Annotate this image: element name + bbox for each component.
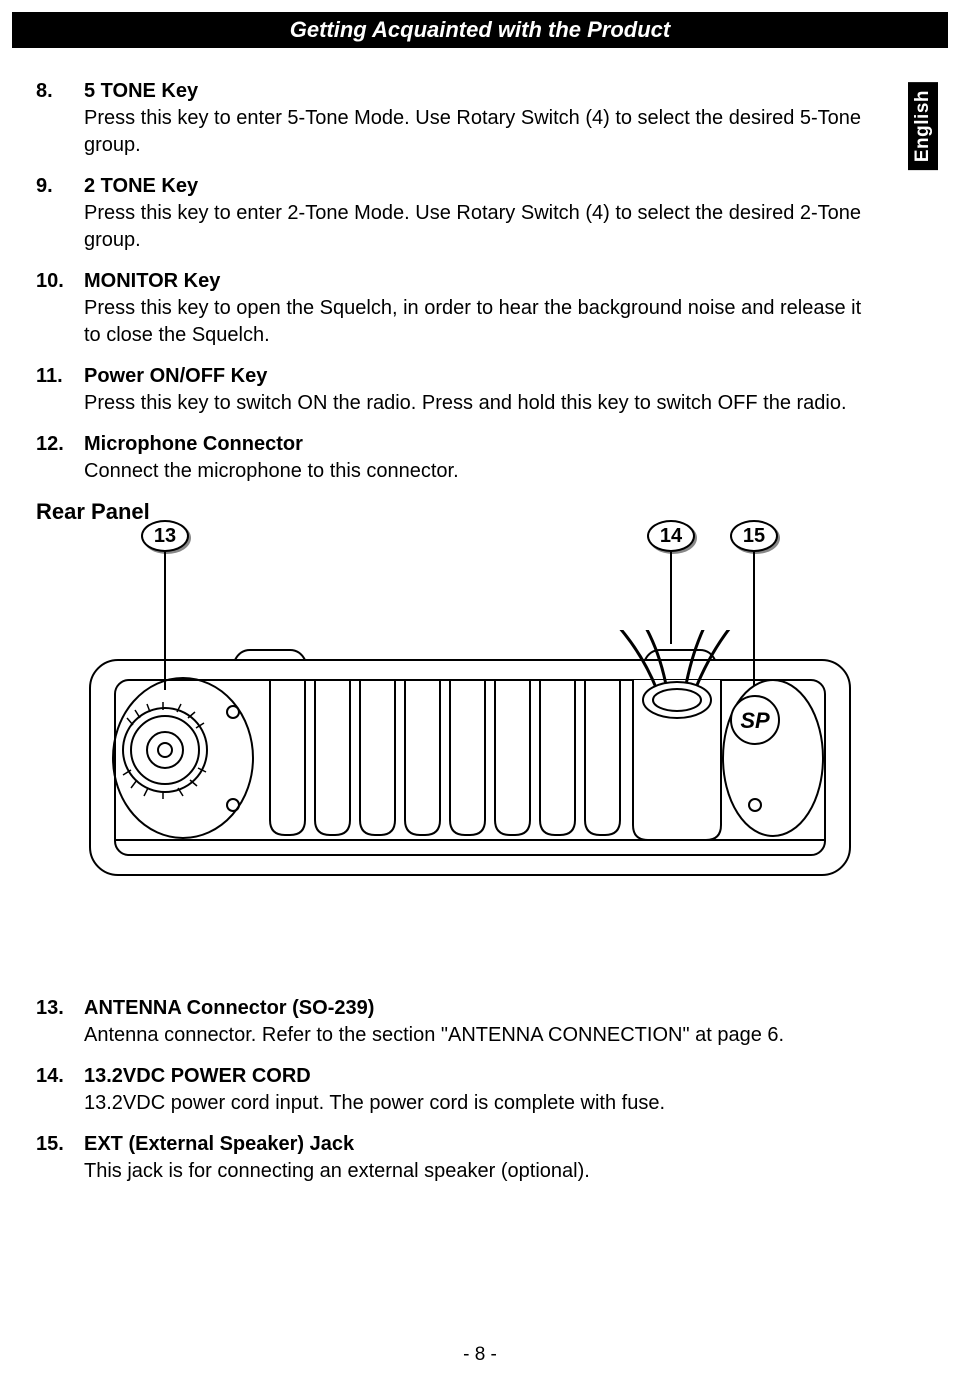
- callout-13: 13: [141, 520, 189, 552]
- item-number: 12.: [36, 431, 84, 485]
- item-body: Power ON/OFF Key Press this key to switc…: [84, 363, 847, 417]
- list-item: 15. EXT (External Speaker) Jack This jac…: [36, 1131, 924, 1185]
- lower-content: 13. ANTENNA Connector (SO-239) Antenna c…: [36, 995, 924, 1199]
- item-title: 13.2VDC POWER CORD: [84, 1063, 665, 1090]
- item-number: 13.: [36, 995, 84, 1049]
- page-number: - 8 -: [0, 1344, 960, 1366]
- callout-label: 14: [660, 525, 682, 547]
- item-body: 13.2VDC POWER CORD 13.2VDC power cord in…: [84, 1063, 665, 1117]
- item-body: EXT (External Speaker) Jack This jack is…: [84, 1131, 590, 1185]
- language-tab: English: [908, 82, 938, 170]
- item-title: Power ON/OFF Key: [84, 363, 847, 390]
- page-header: Getting Acquainted with the Product: [12, 12, 948, 48]
- item-title: MONITOR Key: [84, 268, 862, 295]
- item-number: 9.: [36, 173, 84, 254]
- item-desc: 13.2VDC power cord input. The power cord…: [84, 1090, 665, 1117]
- item-desc: Press this key to open the Squelch, in o…: [84, 295, 862, 349]
- item-desc: Connect the microphone to this connector…: [84, 458, 459, 485]
- item-body: MONITOR Key Press this key to open the S…: [84, 268, 862, 349]
- list-item: 14. 13.2VDC POWER CORD 13.2VDC power cor…: [36, 1063, 924, 1117]
- callout-14: 14: [647, 520, 695, 552]
- callout-15: 15: [730, 520, 778, 552]
- item-title: Microphone Connector: [84, 431, 459, 458]
- item-title: EXT (External Speaker) Jack: [84, 1131, 590, 1158]
- item-desc: This jack is for connecting an external …: [84, 1158, 590, 1185]
- callout-label: 13: [154, 525, 176, 547]
- list-item: 10. MONITOR Key Press this key to open t…: [36, 268, 862, 349]
- callout-label: 15: [743, 525, 765, 547]
- rear-panel-svg: SP: [85, 630, 875, 910]
- upper-content: 8. 5 TONE Key Press this key to enter 5-…: [36, 78, 862, 531]
- item-body: ANTENNA Connector (SO-239) Antenna conne…: [84, 995, 784, 1049]
- list-item: 13. ANTENNA Connector (SO-239) Antenna c…: [36, 995, 924, 1049]
- item-number: 10.: [36, 268, 84, 349]
- item-body: 5 TONE Key Press this key to enter 5-Ton…: [84, 78, 862, 159]
- language-label: English: [912, 90, 933, 162]
- list-item: 9. 2 TONE Key Press this key to enter 2-…: [36, 173, 862, 254]
- list-item: 8. 5 TONE Key Press this key to enter 5-…: [36, 78, 862, 159]
- sp-label: SP: [740, 708, 770, 733]
- item-number: 11.: [36, 363, 84, 417]
- item-body: 2 TONE Key Press this key to enter 2-Ton…: [84, 173, 862, 254]
- list-item: 11. Power ON/OFF Key Press this key to s…: [36, 363, 862, 417]
- item-body: Microphone Connector Connect the microph…: [84, 431, 459, 485]
- page-title: Getting Acquainted with the Product: [290, 17, 671, 42]
- rear-panel-diagram: 13 14 15: [85, 520, 875, 920]
- item-desc: Press this key to enter 5-Tone Mode. Use…: [84, 105, 862, 159]
- item-desc: Press this key to switch ON the radio. P…: [84, 390, 847, 417]
- item-number: 8.: [36, 78, 84, 159]
- item-title: ANTENNA Connector (SO-239): [84, 995, 784, 1022]
- item-number: 14.: [36, 1063, 84, 1117]
- item-desc: Press this key to enter 2-Tone Mode. Use…: [84, 200, 862, 254]
- list-item: 12. Microphone Connector Connect the mic…: [36, 431, 862, 485]
- item-desc: Antenna connector. Refer to the section …: [84, 1022, 784, 1049]
- item-title: 5 TONE Key: [84, 78, 862, 105]
- item-title: 2 TONE Key: [84, 173, 862, 200]
- item-number: 15.: [36, 1131, 84, 1185]
